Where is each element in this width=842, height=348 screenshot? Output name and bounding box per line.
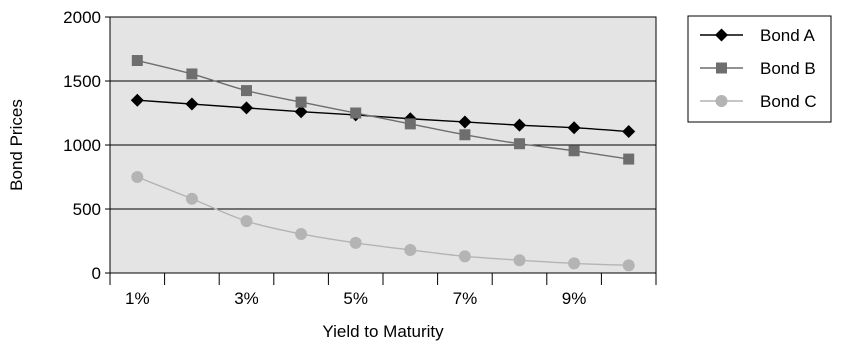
- x-tick-labels: 1% 3% 5% 7% 9%: [125, 289, 586, 308]
- legend: Bond A Bond B Bond C: [687, 15, 832, 123]
- y-tick-label: 2000: [63, 8, 101, 27]
- y-tick-labels: 0 500 1000 1500 2000: [63, 8, 101, 283]
- legend-marker: [716, 62, 727, 74]
- x-tick-label: 3%: [234, 289, 259, 308]
- y-axis-label: Bond Prices: [7, 99, 26, 191]
- legend-item-bond-a: Bond A: [700, 26, 815, 45]
- data-point: [513, 118, 526, 132]
- x-tick-label: 5%: [343, 289, 368, 308]
- data-point: [622, 259, 635, 272]
- series-bond-b: [131, 55, 635, 165]
- data-point: [131, 55, 143, 67]
- series-bond-c: [131, 171, 635, 272]
- data-point: [295, 96, 307, 108]
- axes: [109, 17, 656, 274]
- data-point: [294, 105, 308, 119]
- data-point: [514, 138, 525, 150]
- y-tick-label: 1500: [63, 72, 101, 91]
- data-point: [241, 85, 252, 97]
- y-tick-label: 1000: [63, 136, 101, 155]
- gridlines: [105, 16, 657, 285]
- x-axis-label: Yield to Maturity: [322, 322, 444, 341]
- legend-marker: [715, 28, 728, 42]
- data-point: [185, 192, 198, 205]
- y-tick-label: 0: [92, 264, 101, 283]
- data-point: [458, 250, 471, 263]
- data-point: [567, 121, 581, 135]
- data-point: [350, 107, 362, 119]
- data-point: [185, 97, 199, 111]
- data-point: [130, 93, 144, 107]
- legend-item-bond-b: Bond B: [700, 59, 816, 78]
- data-point: [131, 171, 144, 183]
- legend-box: [687, 15, 832, 123]
- x-tick-label: 7%: [453, 289, 478, 308]
- data-point: [623, 153, 635, 165]
- series-group: [130, 55, 636, 272]
- legend-marker: [715, 95, 728, 107]
- data-point: [513, 254, 526, 267]
- data-point: [568, 257, 581, 270]
- series-line-bond-a: [137, 99, 629, 133]
- data-point: [240, 101, 253, 115]
- y-tick-label: 500: [73, 200, 101, 219]
- series-line-bond-c: [137, 176, 629, 267]
- x-tick-label: 9%: [562, 289, 587, 308]
- data-point: [349, 236, 362, 249]
- data-point: [622, 125, 636, 139]
- legend-label: Bond A: [760, 26, 815, 45]
- data-point: [458, 115, 472, 129]
- data-point: [240, 215, 253, 228]
- data-point: [404, 118, 416, 130]
- legend-item-bond-c: Bond C: [700, 92, 817, 111]
- legend-label: Bond B: [760, 59, 816, 78]
- legend-label: Bond C: [760, 92, 817, 111]
- data-point: [186, 68, 198, 80]
- data-point: [459, 129, 471, 141]
- data-point: [404, 243, 417, 256]
- data-point: [568, 145, 580, 157]
- series-line-bond-b: [137, 59, 629, 160]
- x-tick-label: 1%: [125, 289, 150, 308]
- data-point: [295, 227, 308, 240]
